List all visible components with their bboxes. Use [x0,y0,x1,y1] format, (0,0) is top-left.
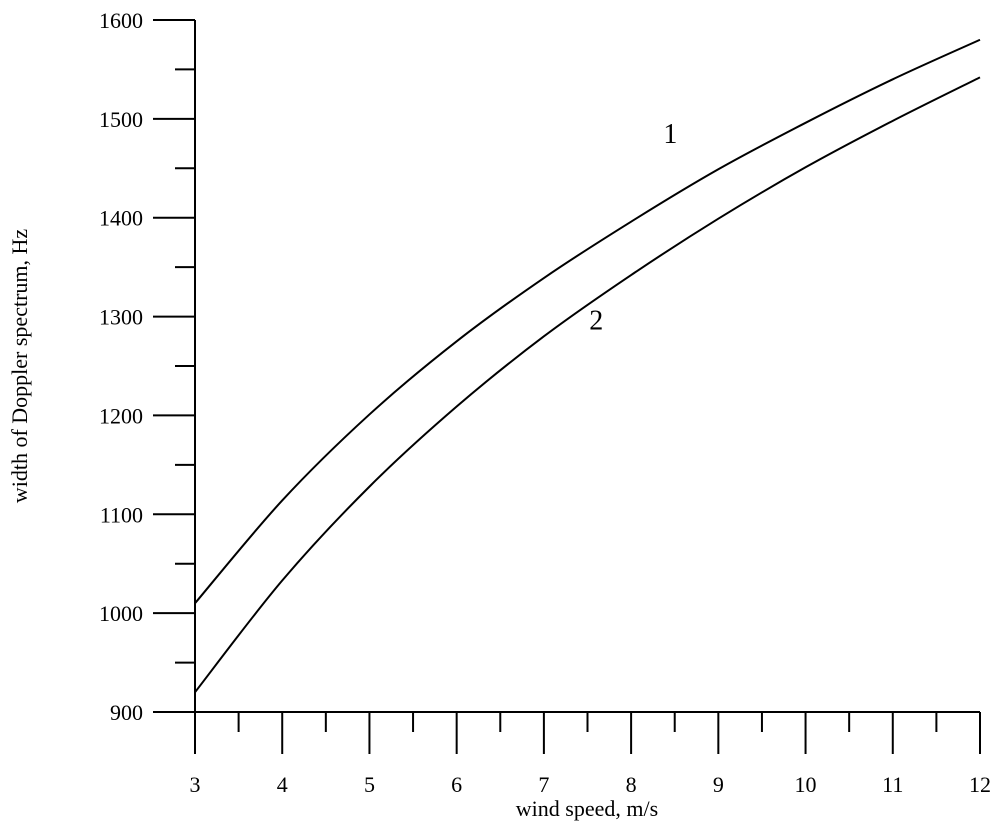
x-tick-label: 12 [969,772,991,797]
x-tick-label: 6 [451,772,462,797]
y-tick-label: 900 [110,700,143,725]
series-labels: 12 [589,119,677,336]
series-label-1: 1 [663,119,677,150]
y-axis-label: width of Doppler spectrum, Hz [7,229,32,504]
x-tick-label: 8 [626,772,637,797]
y-tick-label: 1600 [99,8,143,33]
tick-labels: 3 4 5 6 7 8 9 10 11 12900100011001200130014001500… [99,8,991,797]
x-tick-label: 9 [713,772,724,797]
ticks [153,19,981,754]
y-tick-label: 1300 [99,305,143,330]
series-line-1 [194,38,981,604]
x-tick-label: 11 [882,772,903,797]
y-tick-label: 1500 [99,107,143,132]
series-lines [194,38,981,693]
y-tick-label: 1100 [100,502,143,527]
x-tick-label: 4 [277,772,288,797]
axes [194,20,980,713]
x-tick-label: 5 [364,772,375,797]
y-tick-label: 1000 [99,601,143,626]
x-tick-label: 10 [795,772,817,797]
x-tick-label: 3 [190,772,201,797]
x-tick-label: 7 [538,772,549,797]
y-tick-label: 1200 [99,403,143,428]
series-line-2 [194,76,981,693]
y-tick-label: 1400 [99,206,143,231]
series-label-2: 2 [589,306,603,337]
x-axis-label: wind speed, m/s [516,796,658,821]
